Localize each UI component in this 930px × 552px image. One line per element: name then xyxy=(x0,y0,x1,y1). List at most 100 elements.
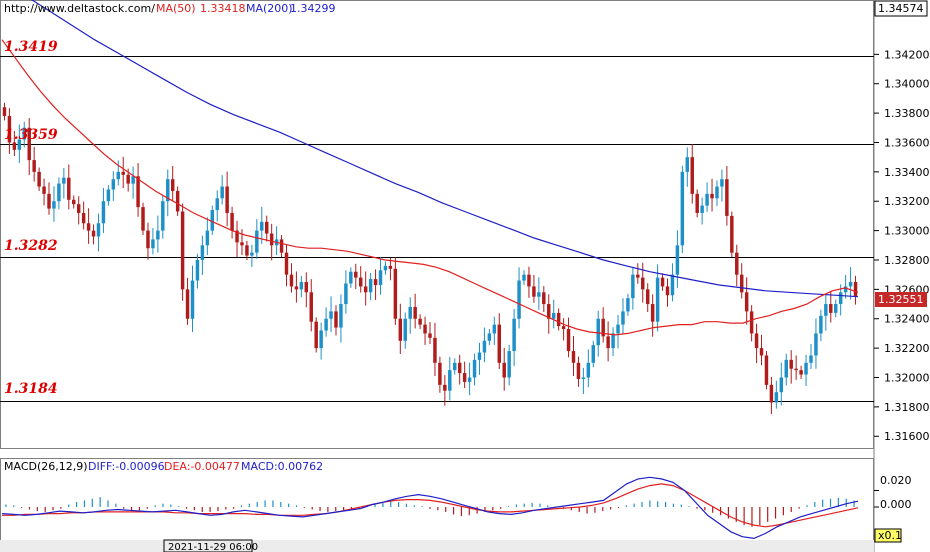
candle-body xyxy=(284,252,289,275)
candle-body xyxy=(289,274,294,287)
candle-body xyxy=(161,201,165,231)
candle-body xyxy=(804,362,808,375)
candle-body xyxy=(611,333,615,349)
candle-body xyxy=(542,292,546,305)
candle-body xyxy=(2,107,7,117)
candle-body xyxy=(299,282,304,290)
price-tick-label: 1.33200 xyxy=(884,195,930,208)
candle-body xyxy=(91,230,96,237)
candle-body xyxy=(403,318,407,341)
ma50-value: 1.33418 xyxy=(200,2,246,15)
candle-body xyxy=(111,179,116,190)
price-tick-label: 1.32400 xyxy=(884,313,930,326)
top-price-box xyxy=(874,0,928,17)
candle-body xyxy=(764,355,769,385)
candle-body xyxy=(601,318,605,337)
candle-body xyxy=(37,171,41,187)
candle-body xyxy=(739,274,744,293)
candle-body xyxy=(522,274,526,281)
candle-body xyxy=(358,277,363,287)
time-cursor-box xyxy=(163,539,253,552)
candle-body xyxy=(383,265,388,271)
candle-body xyxy=(809,355,813,363)
candle-body xyxy=(344,283,348,305)
candle-body xyxy=(225,186,229,213)
candle-body xyxy=(462,373,467,382)
candle-body xyxy=(650,304,655,322)
candle-body xyxy=(220,186,224,199)
price-tick-label: 1.32000 xyxy=(884,371,930,384)
candle-body xyxy=(754,333,759,349)
candle-body xyxy=(784,359,788,378)
candle-body xyxy=(52,201,56,209)
candle-body xyxy=(759,348,764,356)
price-tick-label: 1.32800 xyxy=(884,254,930,267)
candle-body xyxy=(428,333,432,338)
candle-body xyxy=(378,270,383,285)
candle-body xyxy=(665,286,670,296)
candle-body xyxy=(744,292,749,312)
candle-body xyxy=(260,221,264,231)
candle-body xyxy=(215,198,219,211)
candle-body xyxy=(185,289,190,319)
candle-body xyxy=(596,318,600,346)
candle-body xyxy=(472,359,477,378)
candle-body xyxy=(571,351,576,363)
candle-body xyxy=(749,311,754,334)
candle-body xyxy=(655,277,660,322)
price-tick-label: 1.31800 xyxy=(884,401,930,414)
candle-body xyxy=(22,127,26,140)
price-tick-label: 1.34000 xyxy=(884,78,930,91)
candle-body xyxy=(700,205,704,213)
macd-title: MACD(26,12,9) xyxy=(4,460,88,473)
candle-body xyxy=(166,179,170,202)
candle-body xyxy=(27,127,31,161)
candle-body xyxy=(660,277,665,287)
candle-body xyxy=(304,282,309,293)
candle-body xyxy=(532,286,536,297)
candle-body xyxy=(799,370,803,375)
level-label-2: 1.3359 xyxy=(4,127,58,143)
candle-body xyxy=(146,230,150,249)
time-cursor-label: 2021-11-29 06:00 xyxy=(168,542,258,552)
candle-body xyxy=(685,157,690,172)
candle-body xyxy=(294,286,299,290)
candle-body xyxy=(730,215,734,253)
level-label-1: 1.3419 xyxy=(4,39,58,55)
candle-body xyxy=(269,233,274,246)
price-axis: 1.34200 1.34000 1.33800 1.33600 1.33400 1.332… xyxy=(874,48,930,443)
candle-body xyxy=(843,286,848,293)
candle-body xyxy=(591,345,596,363)
candle-body xyxy=(720,179,724,187)
candle-body xyxy=(695,193,699,213)
price-tick-label: 1.31600 xyxy=(884,430,930,443)
candle-body xyxy=(680,171,685,246)
candle-body xyxy=(17,139,22,150)
macd-plot xyxy=(1,476,879,540)
candle-body xyxy=(309,292,313,322)
candle-body xyxy=(492,324,497,334)
candle-body xyxy=(86,223,91,231)
candle-body xyxy=(621,311,625,325)
candle-body xyxy=(487,333,492,341)
candle-body xyxy=(636,274,640,278)
candle-body xyxy=(626,298,630,312)
candle-body xyxy=(794,368,798,371)
candle-body xyxy=(116,171,121,180)
current-price-box xyxy=(875,292,927,307)
candle-body xyxy=(230,212,234,231)
candles xyxy=(2,102,858,414)
candle-body xyxy=(235,230,239,243)
candle-body xyxy=(789,359,793,369)
candle-body xyxy=(72,199,76,205)
candle-body xyxy=(408,306,412,319)
candle-body xyxy=(388,265,393,269)
candle-body xyxy=(576,362,581,379)
ma200-line xyxy=(30,0,859,298)
candle-body xyxy=(175,190,180,212)
candle-body xyxy=(715,186,719,199)
candle-body xyxy=(705,193,709,206)
candle-body xyxy=(848,282,853,287)
macd-value-label: MACD:0.00762 xyxy=(241,460,323,473)
